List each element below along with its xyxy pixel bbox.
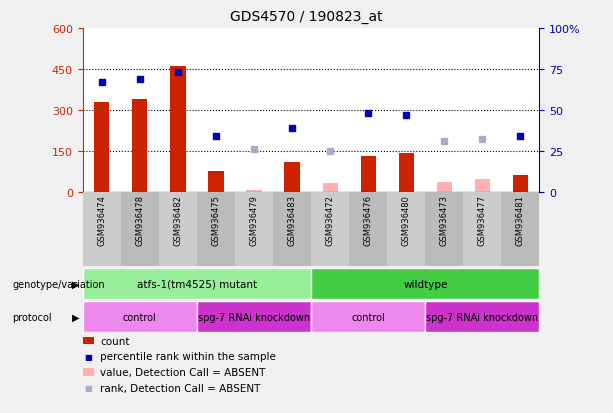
Text: protocol: protocol [12, 312, 52, 322]
Text: spg-7 RNAi knockdown: spg-7 RNAi knockdown [198, 312, 310, 322]
Bar [436, 183, 452, 192]
Bar [425, 192, 463, 266]
Text: ▶: ▶ [72, 312, 79, 322]
Bar [349, 192, 387, 266]
Bar [311, 301, 425, 332]
Text: GDS4570 / 190823_at: GDS4570 / 190823_at [230, 10, 383, 24]
Bar [83, 192, 121, 266]
Bar [311, 192, 349, 266]
Text: value, Detection Call = ABSENT: value, Detection Call = ABSENT [100, 367, 265, 377]
Bar [284, 162, 300, 192]
Text: GSM936481: GSM936481 [516, 194, 525, 245]
Text: ▶: ▶ [72, 279, 79, 289]
Bar [235, 192, 273, 266]
Text: GSM936480: GSM936480 [402, 194, 411, 245]
Bar [159, 192, 197, 266]
Text: control: control [351, 312, 385, 322]
Bar [513, 176, 528, 192]
Bar [425, 301, 539, 332]
Text: GSM936479: GSM936479 [249, 194, 259, 245]
Text: GSM936476: GSM936476 [364, 194, 373, 245]
Bar [208, 172, 224, 192]
Text: control: control [123, 312, 157, 322]
Bar [94, 102, 109, 192]
Bar [121, 192, 159, 266]
Bar [132, 100, 148, 192]
Bar [311, 268, 539, 299]
Text: count: count [100, 336, 129, 346]
Bar [322, 184, 338, 192]
Text: wildtype: wildtype [403, 279, 447, 289]
Text: spg-7 RNAi knockdown: spg-7 RNAi knockdown [426, 312, 538, 322]
Bar [246, 191, 262, 192]
Bar [170, 67, 186, 192]
Text: ■: ■ [85, 352, 92, 361]
Bar [83, 268, 311, 299]
Text: atfs-1(tm4525) mutant: atfs-1(tm4525) mutant [137, 279, 257, 289]
Text: GSM936482: GSM936482 [173, 194, 183, 245]
Text: GSM936478: GSM936478 [135, 194, 144, 245]
Bar [83, 301, 197, 332]
Bar [360, 157, 376, 192]
Bar [463, 192, 501, 266]
Bar [398, 154, 414, 192]
Text: GSM936472: GSM936472 [326, 194, 335, 245]
Text: percentile rank within the sample: percentile rank within the sample [100, 351, 276, 361]
Text: ■: ■ [85, 383, 92, 392]
Bar [197, 301, 311, 332]
Text: GSM936474: GSM936474 [97, 194, 106, 245]
Bar [273, 192, 311, 266]
Bar [474, 180, 490, 192]
Text: GSM936477: GSM936477 [478, 194, 487, 245]
Bar [387, 192, 425, 266]
Bar [501, 192, 539, 266]
Text: GSM936475: GSM936475 [211, 194, 221, 245]
Text: rank, Detection Call = ABSENT: rank, Detection Call = ABSENT [100, 383, 261, 393]
Text: genotype/variation: genotype/variation [12, 279, 105, 289]
Text: GSM936473: GSM936473 [440, 194, 449, 245]
Text: GSM936483: GSM936483 [287, 194, 297, 245]
Bar [197, 192, 235, 266]
